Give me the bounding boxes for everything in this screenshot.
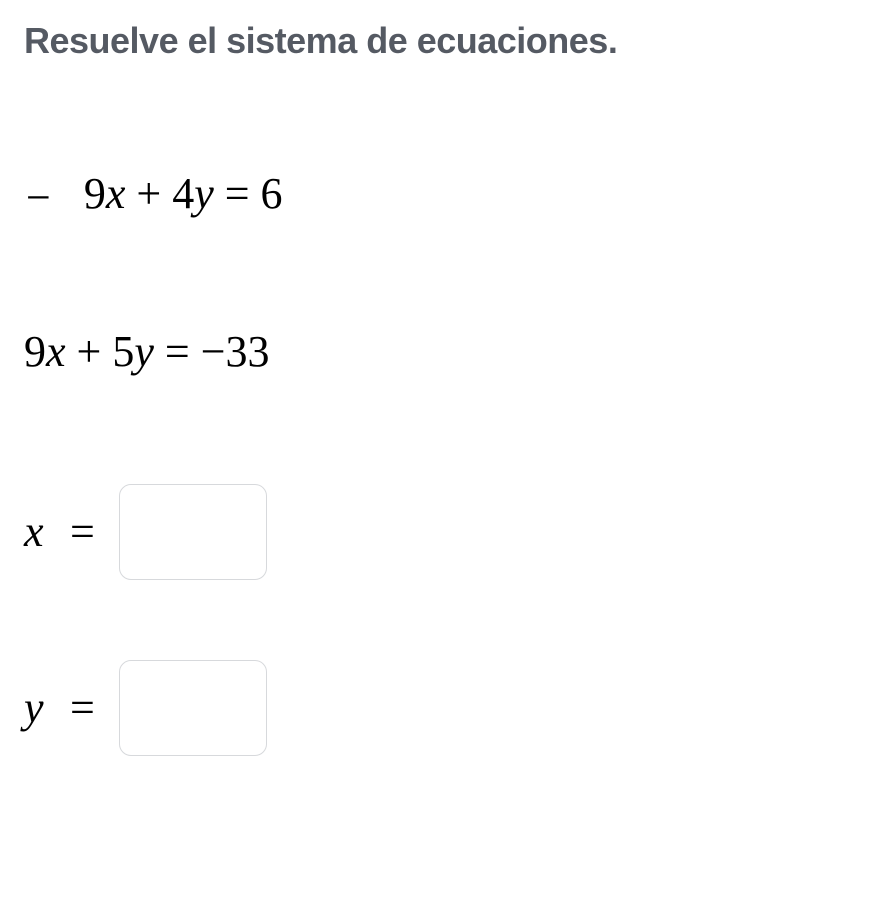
equation-1: − 9x + 4y = 6 [24,172,859,220]
equation-2-coeff-y: 5 [112,327,134,376]
answer-y-var: y [24,682,60,733]
answer-x-var: x [24,506,60,557]
answer-y-input[interactable] [119,660,267,756]
equation-2-var-y: y [134,327,154,376]
equation-1-var-x: x [106,169,126,218]
equation-2-rhs: −33 [201,327,270,376]
problem-heading: Resuelve el sistema de ecuaciones. [24,20,859,62]
equation-2: 9x + 5y = −33 [24,330,859,374]
equation-2-op: + [77,327,102,376]
equation-2-coeff-x: 9 [24,327,46,376]
equation-2-var-x: x [46,327,66,376]
equation-1-minus: − [26,176,51,220]
answer-x-eq: = [70,506,95,557]
equation-1-eq: = [225,169,250,218]
answer-row-x: x = [24,484,859,580]
equation-1-var-y: y [194,169,214,218]
equation-1-coeff-x: 9 [84,169,106,218]
equation-2-eq: = [165,327,190,376]
answer-x-input[interactable] [119,484,267,580]
answer-row-y: y = [24,660,859,756]
equation-1-coeff-y: 4 [172,169,194,218]
equation-1-rhs: 6 [261,169,283,218]
answer-y-eq: = [70,682,95,733]
equation-1-op: + [136,169,161,218]
